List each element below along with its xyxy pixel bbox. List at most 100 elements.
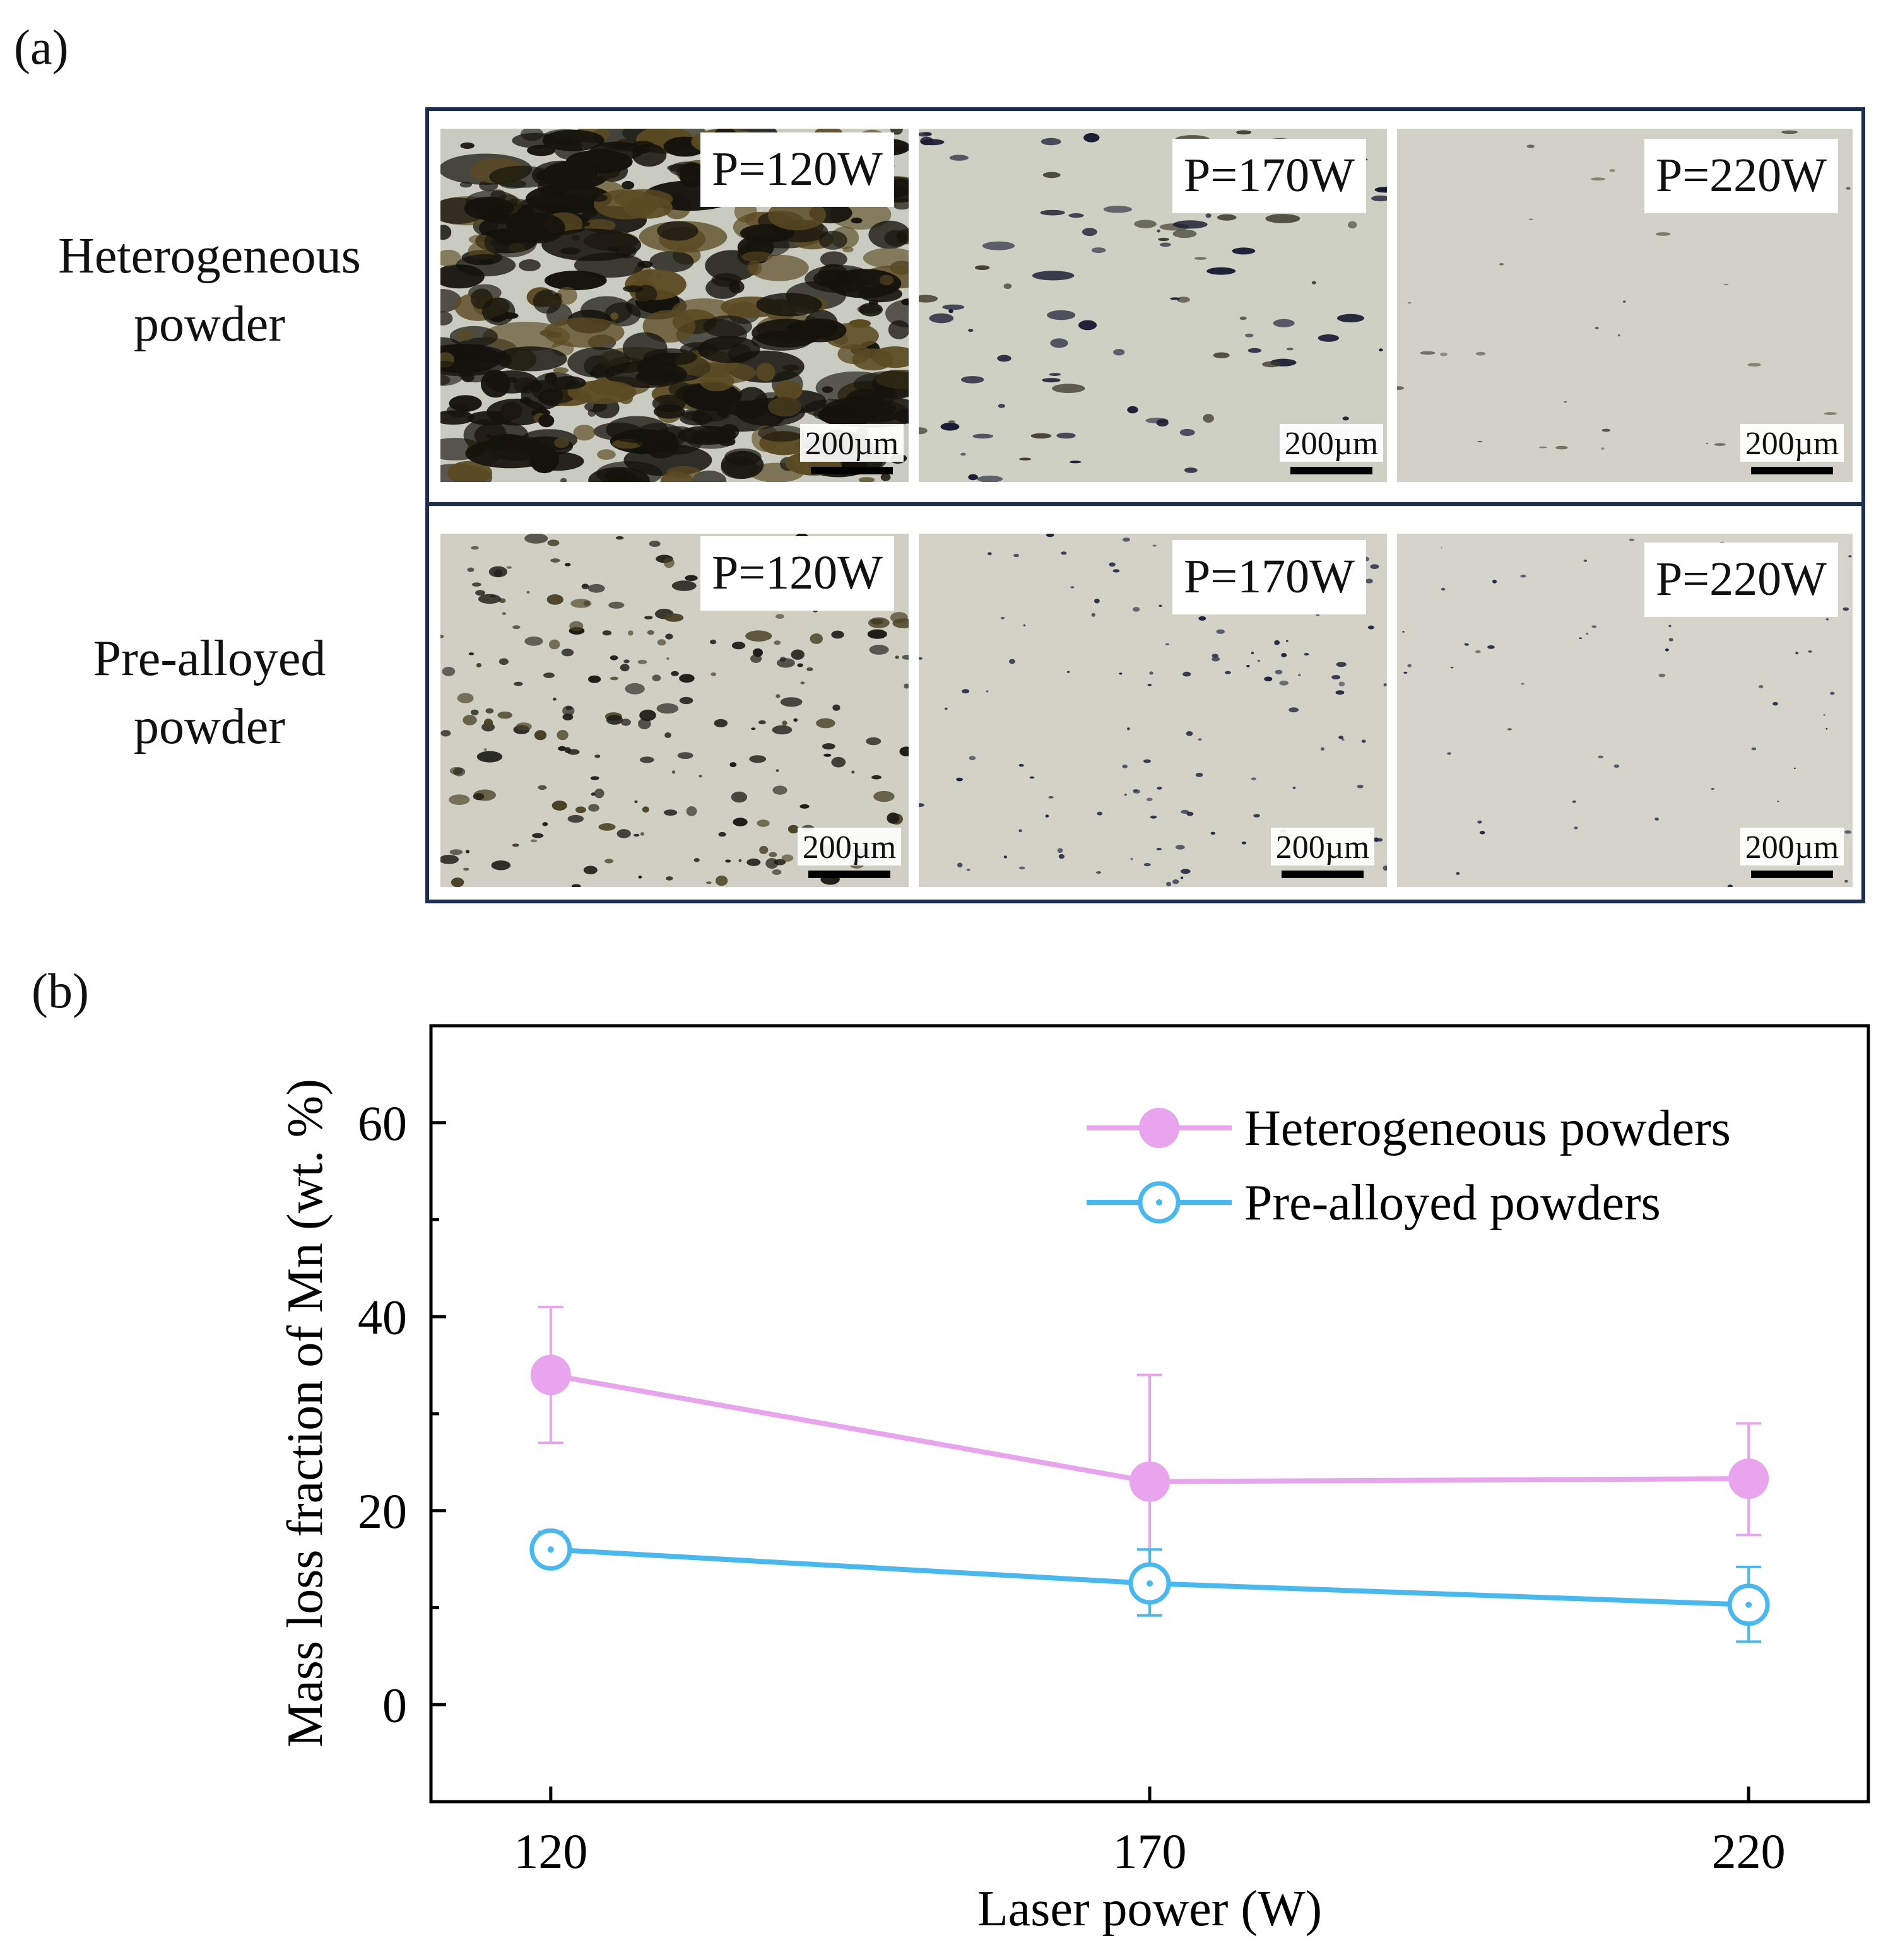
pore-mark <box>1251 652 1254 655</box>
pore-mark <box>1304 653 1309 656</box>
pore-mark <box>565 150 633 174</box>
pore-mark <box>640 832 645 836</box>
pore-mark <box>449 395 482 412</box>
pore-mark <box>1184 467 1198 473</box>
pore-mark <box>567 814 584 823</box>
pore-mark <box>440 635 444 638</box>
pore-mark <box>904 683 909 689</box>
micrograph-row-divider <box>425 502 1865 506</box>
pore-mark <box>565 706 573 710</box>
pore-mark <box>813 269 855 288</box>
pore-mark <box>1166 881 1172 887</box>
pore-mark <box>1143 863 1151 867</box>
pore-mark <box>1825 618 1829 621</box>
pore-mark <box>800 681 805 684</box>
pore-mark <box>664 613 684 622</box>
pore-mark <box>919 803 924 807</box>
pore-mark <box>982 241 1015 250</box>
pore-mark <box>526 590 530 594</box>
pore-mark <box>868 220 909 249</box>
pore-mark <box>652 674 661 681</box>
pore-mark <box>919 295 938 303</box>
pore-mark <box>663 809 678 816</box>
pore-mark <box>729 762 737 768</box>
pore-mark <box>1844 879 1848 883</box>
pore-mark <box>677 752 693 760</box>
pore-mark <box>968 329 974 332</box>
pore-mark <box>1441 547 1442 549</box>
pore-mark <box>1146 797 1153 802</box>
pore-mark <box>1273 319 1295 327</box>
pore-mark <box>1052 384 1085 393</box>
pore-mark <box>1564 401 1567 403</box>
pore-mark <box>1665 648 1669 652</box>
pore-mark <box>604 360 687 388</box>
pore-mark <box>1149 671 1153 675</box>
pore-mark <box>1152 544 1157 547</box>
pore-mark <box>614 189 673 209</box>
pore-mark <box>564 563 571 566</box>
pore-mark <box>1041 138 1061 146</box>
pore-mark <box>919 427 928 435</box>
pore-mark <box>1617 334 1620 337</box>
pore-mark <box>1262 361 1281 368</box>
pore-mark <box>1844 830 1852 834</box>
pore-mark <box>738 859 742 862</box>
pore-mark <box>478 594 502 604</box>
pore-mark <box>1331 675 1341 679</box>
pore-mark <box>731 642 746 650</box>
pore-mark <box>516 722 532 731</box>
pore-mark <box>804 399 858 418</box>
pore-mark <box>560 478 567 482</box>
pore-mark <box>639 756 654 763</box>
pore-mark <box>1123 537 1130 542</box>
pore-mark <box>606 416 668 443</box>
pore-mark <box>710 639 717 645</box>
pore-mark <box>1078 320 1097 331</box>
pore-mark <box>929 313 954 324</box>
pore-mark <box>888 320 909 339</box>
pore-mark <box>1212 657 1220 662</box>
pore-mark <box>1275 669 1283 675</box>
legend: Heterogeneous powders Pre-alloyed powders <box>1087 1101 1731 1231</box>
pore-mark <box>890 612 908 623</box>
pore-mark <box>1257 659 1261 662</box>
power-label: P=220W <box>1644 543 1838 617</box>
pore-mark <box>1156 848 1162 850</box>
pore-mark <box>623 659 630 664</box>
pore-mark <box>1265 214 1300 223</box>
pore-mark <box>440 410 475 425</box>
pore-mark <box>767 199 827 231</box>
pore-mark <box>1143 759 1151 763</box>
pore-mark <box>1586 632 1589 635</box>
pore-mark <box>471 709 479 715</box>
pore-mark <box>1264 676 1273 682</box>
pore-mark <box>1477 820 1482 824</box>
pore-mark <box>1206 267 1236 275</box>
pore-mark <box>583 866 598 874</box>
pore-mark <box>960 376 984 384</box>
pore-mark <box>1181 869 1191 874</box>
pore-mark <box>1113 349 1125 356</box>
pore-mark <box>616 829 631 838</box>
pore-mark <box>1846 187 1851 190</box>
pore-mark <box>1182 671 1191 677</box>
pore-mark <box>962 689 970 694</box>
pore-mark <box>657 221 699 241</box>
pore-mark <box>649 541 661 547</box>
scale-bar <box>1751 871 1833 878</box>
pore-mark <box>1629 538 1634 541</box>
pore-mark <box>1018 763 1024 767</box>
pore-mark <box>510 213 565 244</box>
pore-mark <box>1195 773 1203 777</box>
pore-mark <box>968 474 978 481</box>
pore-mark <box>781 854 794 862</box>
pore-mark <box>663 557 675 568</box>
pore-mark <box>542 129 604 151</box>
pore-mark <box>858 477 875 482</box>
pore-mark <box>1198 738 1202 741</box>
pore-mark <box>530 839 538 843</box>
pore-mark <box>948 420 955 423</box>
pore-mark <box>831 630 844 639</box>
pore-mark <box>919 657 923 660</box>
